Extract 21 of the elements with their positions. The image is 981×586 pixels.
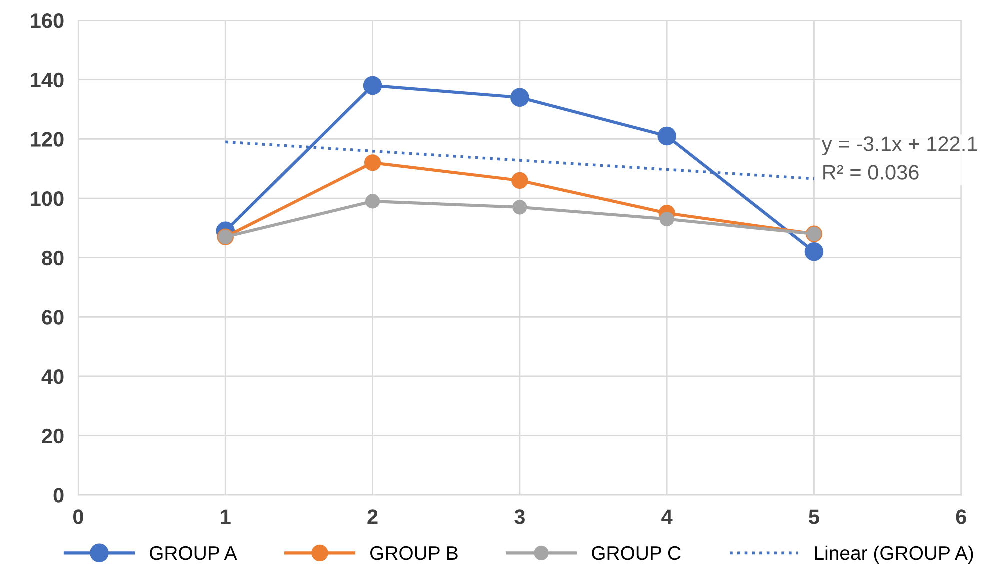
- y-tick-label: 20: [42, 428, 64, 444]
- legend-label: GROUP B: [370, 546, 458, 560]
- x-tick-label: 1: [221, 510, 231, 524]
- x-tick-label: 5: [809, 510, 820, 524]
- y-tick-label: 40: [42, 370, 64, 384]
- y-tick-label: 0: [54, 488, 64, 503]
- legend-label: Linear (GROUP A): [815, 546, 974, 564]
- y-tick-label: 60: [42, 310, 64, 325]
- y-tick-label: 100: [31, 192, 64, 206]
- y-tick-label: 160: [31, 14, 64, 28]
- x-tick-label: 2: [368, 510, 378, 524]
- x-tick-label: 6: [956, 510, 966, 524]
- y-tick-label: 120: [31, 132, 64, 147]
- legend-label: GROUP A: [150, 546, 238, 560]
- x-tick-label: 3: [514, 510, 525, 524]
- y-tick-label: 80: [42, 250, 64, 266]
- y-tick-label: 140: [31, 72, 64, 88]
- annotation: y = -3.1x + 122.1 R² = 0.036: [822, 136, 978, 180]
- x-tick-label: 0: [74, 510, 84, 524]
- legend-label: GROUP C: [592, 546, 681, 560]
- x-tick-label: 4: [662, 510, 673, 524]
